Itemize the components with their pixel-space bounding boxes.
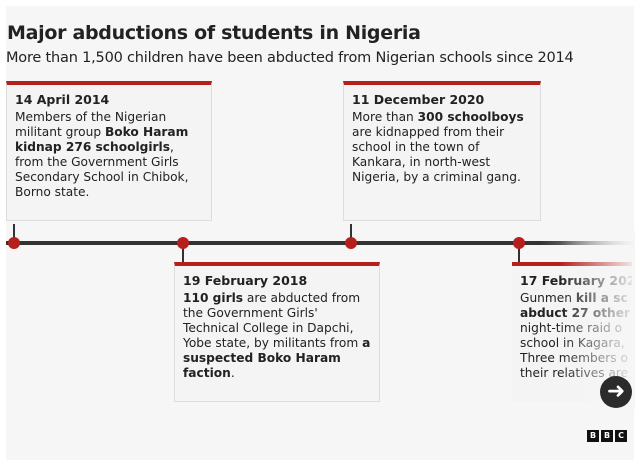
timeline-dot <box>513 237 525 249</box>
body-text: Members of the Nigerian militant group <box>15 110 167 139</box>
bbc-logo: B B C <box>587 430 627 442</box>
page-title: Major abductions of students in Nigeria <box>7 22 421 44</box>
timeline-dot <box>345 237 357 249</box>
timeline-dot <box>177 237 189 249</box>
connector <box>182 245 184 262</box>
body-text: are abducted from the Government Girls' … <box>183 291 363 350</box>
highlight-text: 110 girls <box>183 291 244 305</box>
highlight-text: Boko Haram kidnap 276 schoolgirls <box>15 125 189 154</box>
page-subtitle: More than 1,500 children have been abduc… <box>6 50 574 66</box>
event-date: 19 February 2018 <box>183 273 308 288</box>
connector <box>13 224 15 241</box>
highlight-text: a suspected Boko Haram faction <box>183 336 371 380</box>
logo-letter: C <box>615 430 627 442</box>
event-date: 11 December 2020 <box>352 92 485 107</box>
body-text: are kidnapped from their school in the t… <box>352 125 521 184</box>
body-text: More than <box>352 110 418 124</box>
highlight-text: 300 schoolboys <box>417 110 524 124</box>
event-card: 11 December 2020 More than 300 schoolboys… <box>343 81 541 221</box>
event-description: 110 girls are abducted from the Governme… <box>183 291 371 381</box>
event-card: 14 April 2014 Members of the Nigerian mil… <box>6 81 212 221</box>
logo-letter: B <box>587 430 599 442</box>
event-description: Members of the Nigerian militant group B… <box>15 110 203 200</box>
next-button[interactable]: ➜ <box>600 376 632 408</box>
body-text: . <box>230 366 235 380</box>
arrow-right-icon: ➜ <box>606 379 626 404</box>
event-date: 14 April 2014 <box>15 92 110 107</box>
logo-letter: B <box>601 430 613 442</box>
timeline-dot <box>8 237 20 249</box>
connector <box>518 245 520 262</box>
event-description: More than 300 schoolboys are kidnapped f… <box>352 110 532 185</box>
connector <box>350 224 352 241</box>
event-card: 19 February 2018 110 girls are abducted f… <box>174 262 380 402</box>
timeline-axis <box>6 241 634 245</box>
body-text: , from the Government Girls Secondary Sc… <box>15 140 189 199</box>
body-text: Gunmen <box>520 291 576 305</box>
